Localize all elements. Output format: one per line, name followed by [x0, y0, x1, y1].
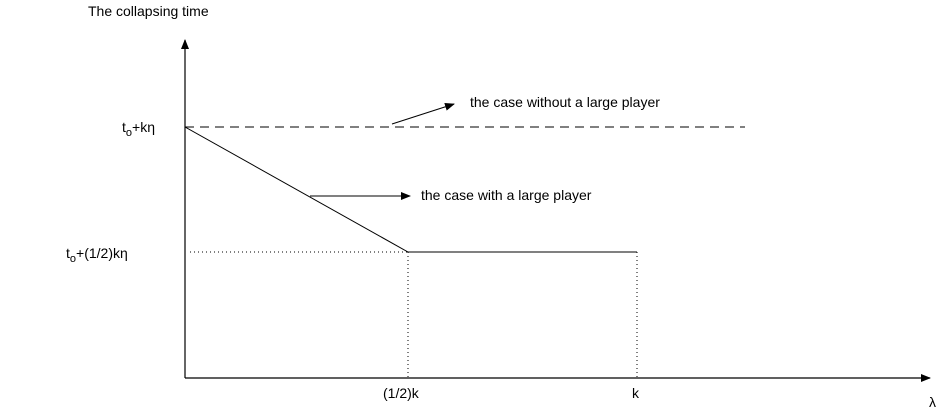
without-player-arrow: [391, 102, 455, 125]
y-tick-full: to+kη: [122, 119, 155, 139]
y-axis-title: The collapsing time: [88, 3, 209, 19]
y-tick-half: to+(1/2)kη: [66, 245, 128, 265]
x-axis-symbol: λ: [929, 394, 936, 410]
without-player-label: the case without a large player: [470, 94, 660, 110]
with-player-label: the case with a large player: [421, 187, 592, 203]
x-tick-half-k: (1/2)k: [383, 385, 420, 401]
x-tick-k: k: [632, 385, 640, 401]
